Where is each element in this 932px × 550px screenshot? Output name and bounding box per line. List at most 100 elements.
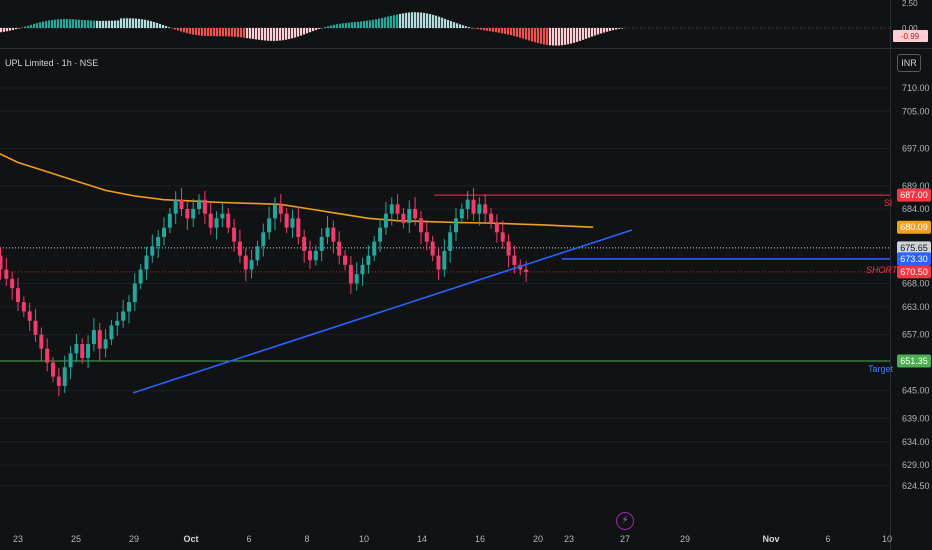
oscillator-bar: [438, 16, 441, 28]
oscillator-bar: [339, 23, 342, 28]
candle-body: [237, 241, 242, 256]
time-tick-label: 16: [475, 534, 485, 544]
oscillator-bar: [234, 28, 237, 37]
candle-body: [197, 199, 202, 210]
oscillator-bar: [456, 23, 459, 28]
oscillator-bar: [111, 20, 114, 28]
candle-body: [430, 241, 435, 256]
candle-body: [56, 376, 61, 386]
price-axis[interactable]: 710.00 705.00 697.00 689.00 684.00 668.00 663.…: [902, 83, 930, 491]
oscillator-bar: [324, 27, 327, 28]
candle-body: [249, 260, 254, 270]
price-label-value: 687.00: [900, 190, 928, 200]
oscillator-bar: [48, 20, 51, 28]
price-tick-label: 710.00: [902, 83, 930, 93]
oscillator-bar: [474, 28, 477, 29]
price-tick-label: 663.00: [902, 302, 930, 312]
oscillator-bar: [54, 19, 57, 28]
candle-body: [348, 264, 353, 284]
oscillator-bar: [621, 28, 624, 29]
oscillator-bar: [534, 28, 537, 43]
oscillator-bar: [390, 15, 393, 28]
flash-icon[interactable]: ⚡: [616, 512, 634, 530]
oscillator-bar: [372, 19, 375, 28]
oscillator-bar: [51, 19, 54, 28]
candle-body: [506, 241, 511, 256]
candle-body: [325, 227, 330, 237]
candle-body: [302, 236, 307, 251]
candle-body: [4, 269, 9, 279]
oscillator-bar: [351, 22, 354, 28]
candle-body: [126, 302, 131, 312]
oscillator-bar: [336, 24, 339, 28]
oscillator-bar: [225, 28, 228, 37]
time-tick-label: 23: [564, 534, 574, 544]
oscillator-bar: [204, 28, 207, 36]
level-lines: [0, 194, 890, 362]
annotations: Sl SHORT Target: [866, 198, 899, 374]
oscillator-bar: [504, 28, 507, 34]
oscillator-bar: [39, 22, 42, 28]
oscillator-bar: [402, 13, 405, 28]
candle-body: [86, 344, 91, 358]
oscillator-bar: [66, 19, 69, 28]
short-label: SHORT: [866, 265, 899, 275]
trendline[interactable]: [132, 229, 633, 394]
oscillator-bar: [153, 22, 156, 28]
oscillator-bar: [3, 28, 6, 32]
oscillator-bar: [540, 28, 543, 44]
oscillator-bar: [516, 28, 519, 37]
oscillator-bar: [282, 28, 285, 41]
oscillator-bar: [330, 25, 333, 28]
oscillator-bar: [588, 28, 591, 38]
oscillator-bar: [126, 18, 129, 28]
time-tick-label: 14: [417, 534, 427, 544]
oscillator-bar: [396, 14, 399, 28]
time-tick-label: 25: [71, 534, 81, 544]
time-tick-label: 10: [359, 534, 369, 544]
oscillator-bar: [156, 22, 159, 28]
oscillator-bar: [177, 28, 180, 31]
oscillator-bar: [309, 28, 312, 33]
candle-body: [512, 255, 517, 265]
oscillator-bar: [186, 28, 189, 34]
price-tick-label: 668.00: [902, 279, 930, 289]
oscillator-bar: [426, 13, 429, 28]
oscillator-bar: [135, 18, 138, 28]
time-axis[interactable]: 23 25 29 Oct 6 8 10 14 16 20 23 27 29 Nov 6 10: [13, 534, 892, 544]
oscillator-bar: [285, 28, 288, 40]
oscillator-bar: [270, 28, 273, 41]
oscillator-bar: [435, 15, 438, 28]
candle-body: [413, 209, 418, 219]
currency-button[interactable]: INR: [897, 54, 921, 72]
support-trendline[interactable]: [132, 229, 633, 394]
oscillator-bar: [216, 28, 219, 37]
oscillator-bar: [483, 28, 486, 31]
oscillator-bar: [273, 28, 276, 41]
oscillator-value-label: -0.99: [901, 32, 920, 41]
candle-body: [226, 213, 231, 228]
oscillator-bar: [471, 27, 474, 29]
oscillator-bar: [429, 14, 432, 28]
oscillator-bar: [246, 28, 249, 39]
oscillator-bar: [264, 28, 267, 41]
oscillator-bar: [600, 28, 603, 34]
oscillator-bar: [597, 28, 600, 35]
oscillator-bar: [387, 16, 390, 28]
oscillator-bar: [18, 28, 21, 29]
candle-body: [68, 353, 73, 368]
oscillator-bar: [333, 24, 336, 28]
oscillator-bar: [255, 28, 258, 40]
oscillator-bar: [417, 12, 420, 28]
target-label: Target: [868, 364, 894, 374]
candle-body: [278, 204, 283, 214]
oscillator-bar: [345, 22, 348, 28]
oscillator-bar: [102, 20, 105, 28]
oscillator-bar: [318, 28, 321, 29]
oscillator-bar: [168, 27, 171, 28]
candle-body: [267, 218, 272, 233]
oscillator-bar: [159, 23, 162, 28]
oscillator-bar: [36, 23, 39, 28]
oscillator-bar: [87, 20, 90, 28]
